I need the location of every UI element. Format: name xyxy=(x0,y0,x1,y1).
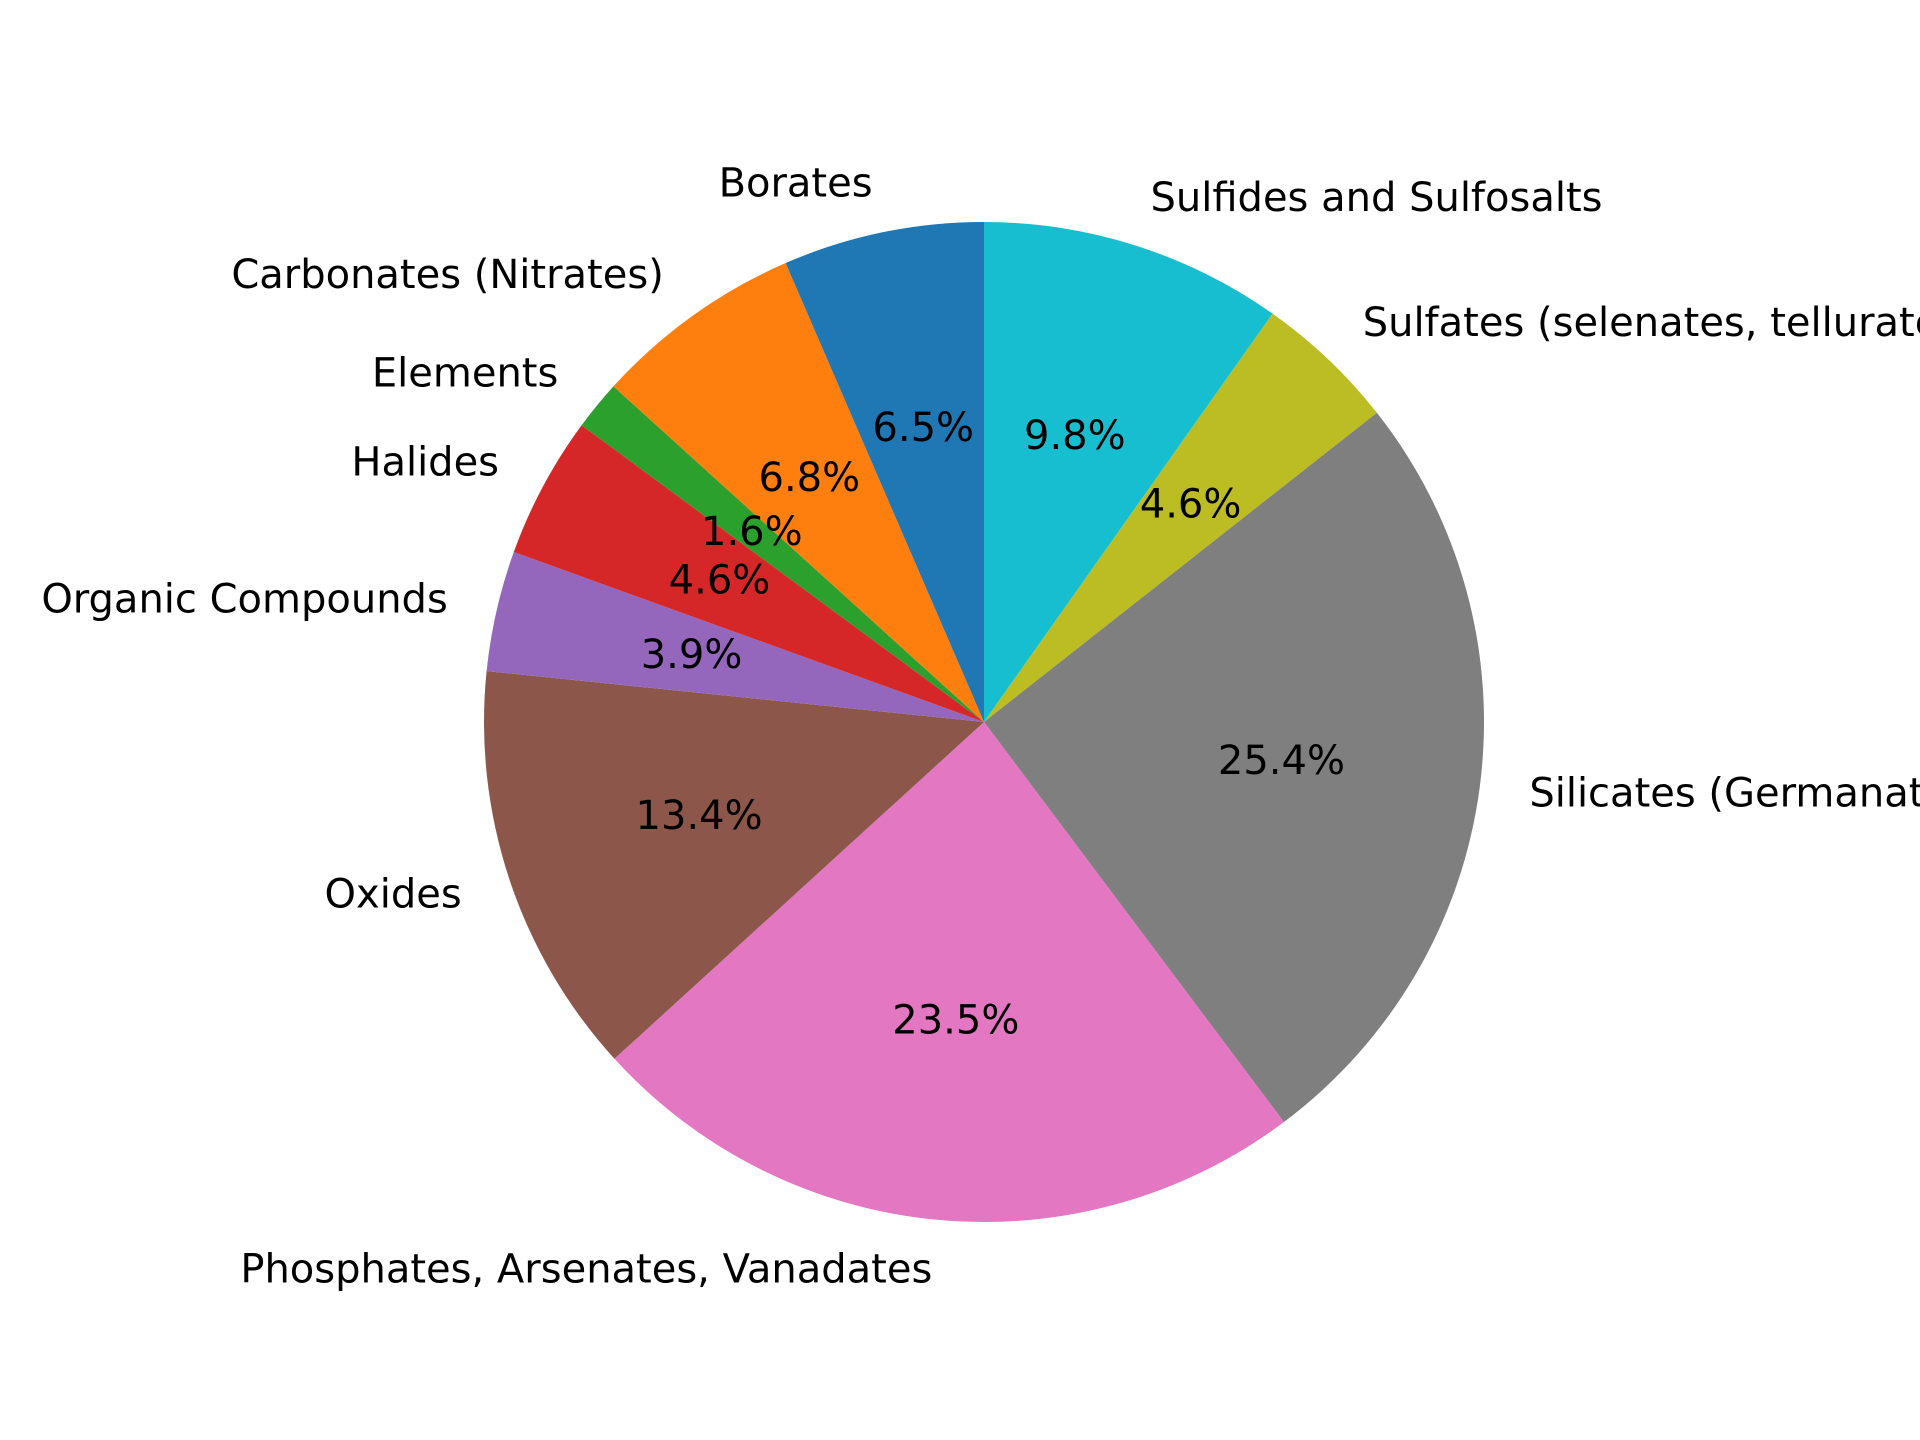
slice-label-oxides: Oxides xyxy=(325,871,462,917)
pie-slice-oxides xyxy=(484,671,984,1059)
slice-label-elements: Elements xyxy=(372,351,558,397)
pct-label-phosphates-arsenates-vanadates: 23.5% xyxy=(892,998,1019,1044)
pct-label-carbonates-nitrates: 6.8% xyxy=(759,455,861,501)
pct-label-sulfates-selenates-tellurates-chromates-molybdates-wolframates: 4.6% xyxy=(1140,481,1242,527)
pct-label-oxides: 13.4% xyxy=(636,793,763,839)
slice-label-sulfates-selenates-tellurates-chromates-molybdates-wolframates: Sulfates (selenates, tellurates, chromat… xyxy=(1363,300,1920,346)
slice-label-organic-compounds: Organic Compounds xyxy=(41,577,447,623)
pct-label-halides: 4.6% xyxy=(669,558,771,604)
pie-slice-phosphates-arsenates-vanadates xyxy=(614,722,1284,1223)
percent-labels-layer: 9.8%4.6%25.4%23.5%13.4%3.9%4.6%1.6%6.8%6… xyxy=(636,405,1345,1043)
pie-slice-elements xyxy=(581,386,984,722)
pie-slice-borates xyxy=(785,222,984,722)
pct-label-borates: 6.5% xyxy=(872,405,974,451)
slice-label-phosphates-arsenates-vanadates: Phosphates, Arsenates, Vanadates xyxy=(240,1247,932,1293)
pct-label-sulfides-and-sulfosalts: 9.8% xyxy=(1024,413,1126,459)
category-labels-layer: Sulfides and Sulfosalts Sulfates (selenat… xyxy=(41,160,1920,1292)
pie-slice-sulfates-selenates-tellurates-chromates-molybdates-wolframates xyxy=(984,313,1377,722)
pct-label-silicates-germanates: 25.4% xyxy=(1218,738,1345,784)
pie-slice-organic-compounds xyxy=(486,552,984,722)
slice-label-sulfides-and-sulfosalts: Sulfides and Sulfosalts xyxy=(1151,175,1603,221)
slice-label-halides: Halides xyxy=(351,440,499,486)
pie-slice-carbonates-nitrates xyxy=(613,263,984,722)
slice-label-silicates-germanates: Silicates (Germanates) xyxy=(1529,770,1920,816)
pct-label-organic-compounds: 3.9% xyxy=(641,632,743,678)
pie-slice-silicates-germanates xyxy=(984,412,1485,1123)
pct-label-elements: 1.6% xyxy=(701,509,803,555)
pie-slice-halides xyxy=(513,425,984,722)
slice-label-carbonates-nitrates: Carbonates (Nitrates) xyxy=(231,252,663,298)
slices-layer xyxy=(484,222,1485,1223)
slice-label-borates: Borates xyxy=(719,160,873,206)
pie-slice-sulfides-and-sulfosalts xyxy=(984,222,1273,722)
